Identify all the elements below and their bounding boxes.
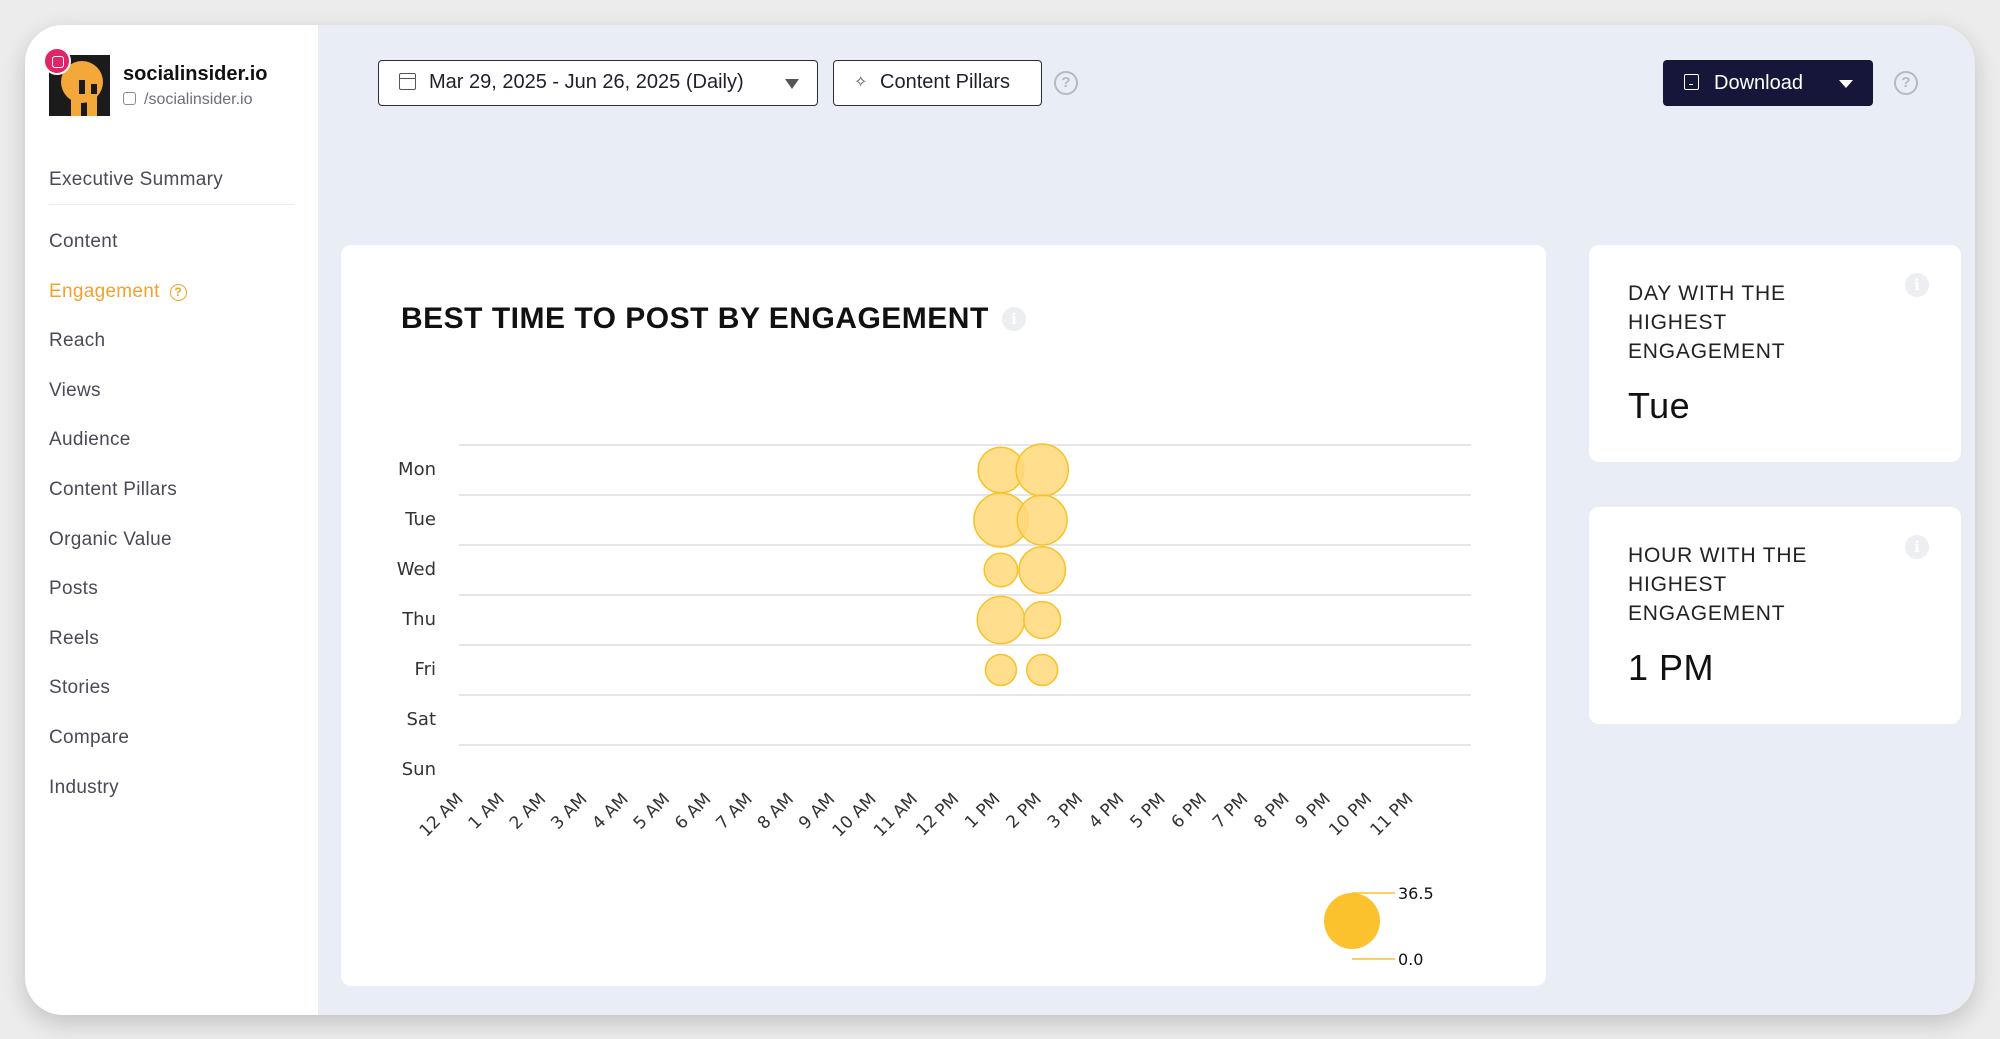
kpi-value: Tue xyxy=(1628,385,1691,426)
hour-label: 4 PM xyxy=(1085,789,1128,832)
day-label: Mon xyxy=(398,459,436,480)
nav-reach[interactable]: Reach xyxy=(49,330,106,352)
engagement-bubble xyxy=(1023,600,1062,640)
sparkle-icon: ✧ xyxy=(854,74,868,91)
hour-label: 2 AM xyxy=(506,789,550,833)
date-range-picker[interactable]: Mar 29, 2025 - Jun 26, 2025 (Daily) xyxy=(378,60,818,106)
hour-label: 3 AM xyxy=(547,789,591,833)
download-icon xyxy=(1684,74,1699,90)
nav-industry[interactable]: Industry xyxy=(49,776,119,798)
hour-label: 12 AM xyxy=(416,789,468,841)
nav-posts[interactable]: Posts xyxy=(49,578,99,600)
hour-label: 3 PM xyxy=(1044,789,1087,832)
day-label: Tue xyxy=(404,509,436,530)
engagement-bubble xyxy=(1018,546,1067,594)
hour-label: 6 AM xyxy=(671,789,715,833)
caret-down-icon xyxy=(785,79,799,89)
help-icon[interactable]: ? xyxy=(169,283,187,301)
calendar-icon xyxy=(399,73,416,90)
hour-label: 11 AM xyxy=(870,789,922,841)
legend-min-label: 0.0 xyxy=(1398,950,1423,969)
hour-label: 8 AM xyxy=(754,789,798,833)
nav-organic-value[interactable]: Organic Value xyxy=(49,528,172,550)
day-label: Sun xyxy=(402,759,436,780)
hour-label: 10 AM xyxy=(829,789,881,841)
engagement-bubble xyxy=(976,595,1026,645)
legend-max-label: 36.5 xyxy=(1398,884,1434,903)
engagement-bubble xyxy=(1025,653,1059,687)
kpi-best-hour: HOUR WITH THE HIGHEST ENGAGEMENT i 1 PM xyxy=(1589,507,1961,724)
nav-engagement[interactable]: Engagement? xyxy=(49,267,294,317)
hour-label: 4 AM xyxy=(589,789,633,833)
download-help-icon[interactable]: ? xyxy=(1894,71,1918,95)
profile-header: socialinsider.io /socialinsider.io xyxy=(43,47,309,117)
hour-label: 2 PM xyxy=(1003,789,1046,832)
hour-label: 12 PM xyxy=(912,789,963,840)
nav-reels[interactable]: Reels xyxy=(49,627,100,649)
download-button[interactable]: Download xyxy=(1663,60,1873,106)
day-label: Fri xyxy=(415,659,436,680)
hour-label: 6 PM xyxy=(1168,789,1211,832)
legend-bubble xyxy=(1324,893,1380,949)
profile-handle: /socialinsider.io xyxy=(123,91,253,109)
hour-label: 10 PM xyxy=(1325,789,1376,840)
hour-label: 11 PM xyxy=(1367,789,1418,840)
engagement-bubble xyxy=(983,552,1019,588)
kpi-best-day: DAY WITH THE HIGHEST ENGAGEMENT i Tue xyxy=(1589,245,1961,462)
profile-name: socialinsider.io xyxy=(123,63,268,85)
nav-stories[interactable]: Stories xyxy=(49,677,111,699)
hour-label: 7 PM xyxy=(1209,789,1252,832)
info-icon[interactable]: i xyxy=(1905,273,1929,297)
instagram-outline-icon xyxy=(123,92,136,105)
hour-label: 1 PM xyxy=(961,789,1004,832)
engagement-bubble xyxy=(984,653,1018,687)
day-label: Thu xyxy=(401,609,436,630)
instagram-icon xyxy=(43,47,71,75)
kpi-label: DAY WITH THE HIGHEST ENGAGEMENT xyxy=(1628,282,1786,363)
best-time-chart-card: BEST TIME TO POST BY ENGAGEMENT i Mon Tue… xyxy=(341,245,1546,986)
nav-content-pillars[interactable]: Content Pillars xyxy=(49,478,178,500)
help-icon[interactable]: ? xyxy=(1054,71,1078,95)
chart-title: BEST TIME TO POST BY ENGAGEMENT xyxy=(401,302,989,335)
sidebar-nav: Executive Summary Content Engagement? Re… xyxy=(49,155,294,812)
sidebar: socialinsider.io /socialinsider.io Execu… xyxy=(25,25,318,1015)
nav-views[interactable]: Views xyxy=(49,379,101,401)
nav-compare[interactable]: Compare xyxy=(49,726,130,748)
hour-label: 5 PM xyxy=(1126,789,1169,832)
content-pillars-button[interactable]: ✧ Content Pillars xyxy=(833,60,1042,106)
hour-label: 8 PM xyxy=(1250,789,1293,832)
nav-content[interactable]: Content xyxy=(49,231,118,252)
info-icon[interactable]: i xyxy=(1905,535,1929,559)
kpi-value: 1 PM xyxy=(1628,647,1715,688)
hour-label: 1 AM xyxy=(465,789,509,833)
day-label: Wed xyxy=(397,559,436,580)
kpi-label: HOUR WITH THE HIGHEST ENGAGEMENT xyxy=(1628,544,1808,625)
download-options-caret[interactable] xyxy=(1839,80,1853,88)
day-label: Sat xyxy=(406,709,436,730)
app-window: socialinsider.io /socialinsider.io Execu… xyxy=(25,25,1975,1015)
engagement-bubble xyxy=(1016,494,1068,546)
hour-label: 7 AM xyxy=(712,789,756,833)
nav-audience[interactable]: Audience xyxy=(49,429,131,451)
nav-executive-summary[interactable]: Executive Summary xyxy=(49,155,294,205)
engagement-bubble xyxy=(1015,443,1070,497)
info-icon[interactable]: i xyxy=(1002,307,1026,331)
hour-label: 5 AM xyxy=(630,789,674,833)
